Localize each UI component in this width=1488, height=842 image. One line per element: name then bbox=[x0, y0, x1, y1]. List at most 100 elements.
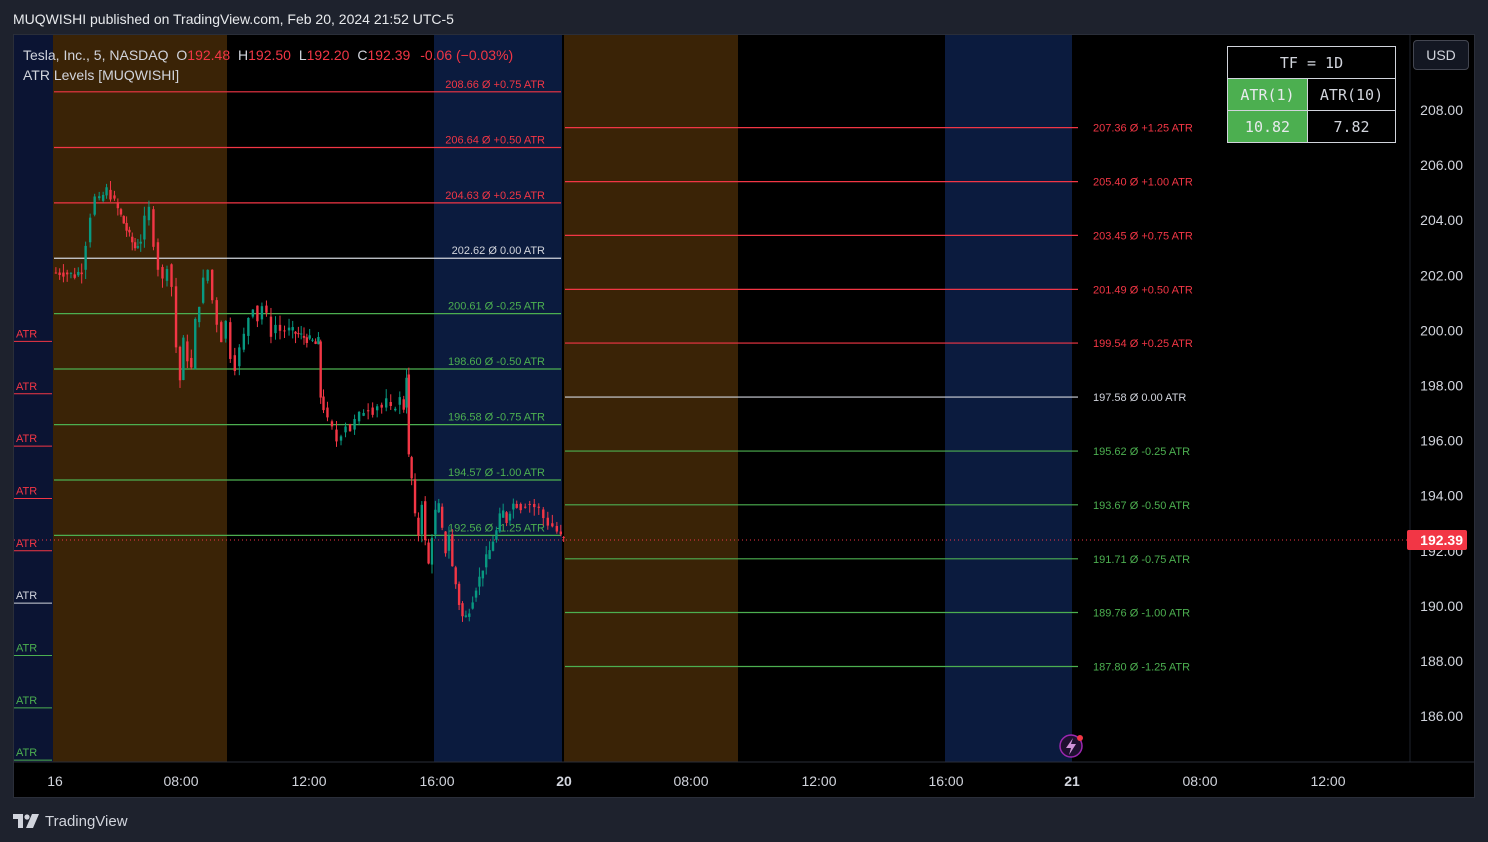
candle-body bbox=[265, 305, 268, 313]
legend-c-label: C bbox=[357, 47, 368, 63]
candle-body bbox=[427, 542, 430, 564]
x-tick-label-6: 12:00 bbox=[801, 773, 836, 789]
candle-body bbox=[194, 318, 197, 369]
chart-legend[interactable]: Tesla, Inc., 5, NASDAQ O192.48 H192.50 L… bbox=[23, 45, 513, 85]
candle-body bbox=[512, 503, 515, 510]
candle-body bbox=[58, 272, 61, 276]
candle-body bbox=[93, 196, 96, 215]
day2-level-label-5: 197.58 Ø 0.00 ATR bbox=[1093, 392, 1186, 404]
left-marker-label-1: ATR bbox=[16, 381, 37, 393]
day2-level-label-7: 193.67 Ø -0.50 ATR bbox=[1093, 500, 1190, 512]
candle-body bbox=[302, 335, 306, 338]
x-tick-label-3: 16:00 bbox=[419, 773, 454, 789]
y-tick-label-3: 202.00 bbox=[1420, 267, 1463, 283]
day1-level-label-0: 208.66 Ø +0.75 ATR bbox=[445, 79, 545, 91]
candle-body bbox=[122, 216, 125, 224]
candle-body bbox=[434, 509, 437, 535]
candle-body bbox=[178, 346, 182, 381]
last-price-tag bbox=[1407, 530, 1467, 551]
left-marker-label-0: ATR bbox=[16, 328, 37, 340]
x-tick-label-10: 12:00 bbox=[1310, 773, 1345, 789]
currency-button[interactable]: USD bbox=[1413, 40, 1469, 70]
candle-body bbox=[339, 436, 343, 441]
candle-body bbox=[294, 331, 297, 334]
day1-level-label-6: 196.58 Ø -0.75 ATR bbox=[448, 412, 545, 424]
candle-body bbox=[454, 567, 457, 585]
left-marker-label-2: ATR bbox=[16, 433, 37, 445]
candle-body bbox=[143, 215, 146, 240]
left-marker-label-8: ATR bbox=[16, 747, 37, 759]
footer-brand[interactable]: TradingView bbox=[13, 811, 128, 831]
atr-table-atr1-value: 10.82 bbox=[1227, 110, 1308, 143]
atr-table: TF = 1D ATR(1) ATR(10) 10.82 7.82 bbox=[1227, 46, 1396, 143]
candle-body bbox=[69, 272, 73, 274]
candle-body bbox=[546, 517, 550, 526]
x-tick-label-9: 08:00 bbox=[1182, 773, 1217, 789]
legend-h-label: H bbox=[238, 47, 249, 63]
last-price-tag-label: 192.39 bbox=[1420, 532, 1463, 548]
candle-body bbox=[233, 355, 236, 371]
day2-level-label-8: 191.71 Ø -0.75 ATR bbox=[1093, 554, 1190, 566]
y-tick-label-1: 206.00 bbox=[1420, 157, 1463, 173]
candle-body bbox=[474, 590, 478, 598]
candle-body bbox=[402, 399, 405, 410]
candle-body bbox=[182, 337, 185, 380]
candle-body bbox=[405, 377, 408, 408]
candle-body bbox=[198, 306, 201, 323]
y-tick-label-10: 188.00 bbox=[1420, 653, 1463, 669]
atr-table-tf: TF = 1D bbox=[1227, 46, 1396, 79]
x-tick-label-8: 21 bbox=[1064, 773, 1080, 789]
candle-body bbox=[190, 357, 193, 368]
y-tick-label-2: 204.00 bbox=[1420, 212, 1463, 228]
left-marker-label-3: ATR bbox=[16, 485, 37, 497]
x-tick-label-1: 08:00 bbox=[163, 773, 198, 789]
candle-body bbox=[515, 503, 518, 508]
candle-body bbox=[461, 603, 464, 617]
candle-body bbox=[287, 327, 291, 331]
day2-level-label-1: 205.40 Ø +1.00 ATR bbox=[1093, 177, 1193, 189]
day2-level-label-2: 203.45 Ø +0.75 ATR bbox=[1093, 230, 1193, 242]
left-marker-label-5: ATR bbox=[16, 590, 37, 602]
candle-body bbox=[380, 404, 383, 408]
x-tick-label-5: 08:00 bbox=[673, 773, 708, 789]
day2-level-label-10: 187.80 Ø -1.25 ATR bbox=[1093, 662, 1190, 674]
candle-body bbox=[485, 554, 488, 568]
notification-dot-icon bbox=[1077, 735, 1083, 741]
candle-body bbox=[471, 602, 474, 609]
candle-body bbox=[447, 535, 451, 551]
candle-body bbox=[420, 504, 424, 535]
x-tick-label-7: 16:00 bbox=[928, 773, 963, 789]
legend-c-value: 192.39 bbox=[367, 47, 411, 63]
candle-body bbox=[62, 272, 65, 277]
candle-body bbox=[73, 274, 76, 278]
candle-body bbox=[551, 523, 554, 527]
candle-body bbox=[524, 506, 527, 508]
candle-body bbox=[186, 341, 189, 362]
candle-body bbox=[407, 374, 411, 455]
candle-body bbox=[101, 194, 105, 201]
candle-body bbox=[229, 322, 232, 359]
candle-body bbox=[417, 517, 420, 536]
candle-body bbox=[542, 509, 545, 519]
candle-body bbox=[224, 320, 227, 339]
candle-body bbox=[269, 316, 273, 337]
candle-body bbox=[156, 242, 160, 270]
candle-body bbox=[481, 570, 485, 579]
candle-body bbox=[348, 424, 352, 432]
legend-indicator[interactable]: ATR Levels [MUQWISHI] bbox=[23, 67, 180, 83]
candle-body bbox=[133, 242, 137, 249]
candle-body bbox=[437, 503, 440, 513]
candle-body bbox=[299, 333, 303, 335]
candle-body bbox=[491, 541, 495, 551]
candle-body bbox=[326, 407, 329, 418]
candle-body bbox=[488, 550, 491, 560]
candle-body bbox=[385, 398, 388, 408]
candle-body bbox=[501, 510, 505, 518]
chart-panel[interactable] bbox=[13, 34, 1475, 798]
atr-table-atr10-label: ATR(10) bbox=[1307, 78, 1396, 111]
x-tick-label-2: 12:00 bbox=[291, 773, 326, 789]
candle-body bbox=[440, 506, 444, 528]
candle-body bbox=[495, 530, 498, 540]
candle-body bbox=[389, 402, 392, 406]
